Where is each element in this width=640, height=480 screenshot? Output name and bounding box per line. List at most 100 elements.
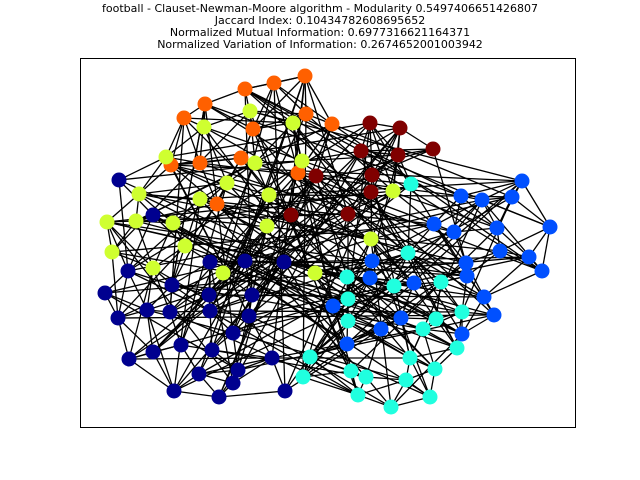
graph-edge bbox=[199, 198, 367, 378]
graph-node-blue bbox=[373, 321, 389, 337]
graph-node-blue bbox=[489, 220, 505, 236]
graph-node-cyan bbox=[386, 278, 402, 294]
graph-edge bbox=[183, 117, 201, 164]
graph-edge bbox=[273, 82, 286, 392]
graph-node-maroon bbox=[390, 147, 406, 163]
graph-node-lime bbox=[261, 187, 277, 203]
graph-node-lime bbox=[247, 155, 263, 171]
graph-node-lime bbox=[145, 260, 161, 276]
graph-node-cyan bbox=[400, 245, 416, 261]
graph-node-navy bbox=[225, 325, 241, 341]
graph-node-blue bbox=[476, 289, 492, 305]
graph-edge bbox=[392, 190, 435, 225]
graph-node-navy bbox=[237, 253, 253, 269]
graph-node-navy bbox=[225, 375, 241, 391]
graph-edge bbox=[170, 127, 401, 166]
graph-edge bbox=[138, 156, 167, 195]
graph-edge bbox=[128, 358, 175, 392]
graph-node-blue bbox=[446, 224, 462, 240]
graph-node-navy bbox=[111, 172, 127, 188]
graph-edge bbox=[360, 150, 498, 229]
graph-edge bbox=[232, 150, 362, 384]
graph-edge bbox=[273, 82, 333, 125]
title-line-nvi: Normalized Variation of Information: 0.2… bbox=[157, 38, 483, 51]
graph-node-navy bbox=[276, 254, 292, 270]
graph-node-navy bbox=[277, 383, 293, 399]
graph-node-orange bbox=[233, 150, 249, 166]
graph-edge bbox=[347, 231, 455, 322]
graph-edge bbox=[211, 349, 367, 378]
graph-node-navy bbox=[204, 342, 220, 358]
graph-edge bbox=[346, 180, 523, 345]
graph-edge bbox=[483, 256, 530, 298]
graph-edge bbox=[499, 250, 543, 272]
graph-edge bbox=[173, 198, 201, 392]
graph-node-blue bbox=[458, 255, 474, 271]
node-layer bbox=[97, 68, 558, 415]
graph-node-lime bbox=[196, 119, 212, 135]
graph-node-navy bbox=[139, 302, 155, 318]
graph-edge bbox=[146, 309, 407, 381]
graph-node-navy bbox=[120, 263, 136, 279]
title-line-algorithm: football - Clauset-Newman-Moore algorith… bbox=[102, 2, 538, 15]
graph-edge bbox=[199, 162, 349, 215]
graph-node-blue bbox=[534, 263, 550, 279]
graph-node-lime bbox=[104, 244, 120, 260]
graph-edge bbox=[237, 314, 495, 371]
graph-node-blue bbox=[521, 249, 537, 265]
graph-edge bbox=[117, 317, 154, 353]
graph-edge bbox=[173, 285, 395, 392]
title-line-jaccard: Jaccard Index: 0.10434782608695652 bbox=[214, 14, 426, 27]
graph-node-blue bbox=[486, 307, 502, 323]
graph-edge bbox=[127, 270, 173, 286]
graph-node-maroon bbox=[362, 115, 378, 131]
graph-node-blue bbox=[492, 243, 508, 259]
graph-node-navy bbox=[191, 366, 207, 382]
graph-edge bbox=[203, 110, 251, 128]
graph-node-cyan bbox=[398, 372, 414, 388]
graph-node-blue bbox=[542, 219, 558, 235]
graph-node-navy bbox=[166, 383, 182, 399]
graph-edge bbox=[483, 270, 543, 298]
graph-edge bbox=[111, 251, 119, 319]
graph-node-orange bbox=[192, 155, 208, 171]
graph-edge bbox=[252, 128, 371, 279]
graph-edge bbox=[370, 223, 435, 240]
graph-node-navy bbox=[264, 350, 280, 366]
graph-node-cyan bbox=[339, 269, 355, 285]
graph-node-navy bbox=[202, 254, 218, 270]
graph-edge bbox=[152, 122, 371, 353]
graph-node-lime bbox=[307, 265, 323, 281]
graph-node-blue bbox=[362, 270, 378, 286]
graph-node-orange bbox=[209, 196, 225, 212]
graph-edge bbox=[117, 270, 129, 319]
graph-edge bbox=[252, 128, 352, 372]
graph-node-lime bbox=[242, 103, 258, 119]
graph-edge bbox=[304, 75, 333, 125]
graph-node-cyan bbox=[454, 304, 470, 320]
graph-edge bbox=[218, 390, 286, 398]
graph-edge bbox=[409, 347, 458, 359]
graph-node-cyan bbox=[343, 363, 359, 379]
graph-edge bbox=[152, 154, 399, 353]
graph-node-orange bbox=[266, 75, 282, 91]
graph-node-cyan bbox=[383, 399, 399, 415]
graph-node-navy bbox=[121, 351, 137, 367]
graph-edge bbox=[232, 357, 273, 384]
graph-node-blue bbox=[406, 275, 422, 291]
graph-node-cyan bbox=[403, 176, 419, 192]
graph-edge bbox=[302, 376, 359, 396]
title-line-nmi: Normalized Mutual Information: 0.6977316… bbox=[169, 26, 471, 39]
graph-edge bbox=[209, 310, 359, 396]
graph-node-lime bbox=[177, 238, 193, 254]
graph-node-navy bbox=[211, 389, 227, 405]
graph-edge bbox=[169, 172, 299, 313]
graph-edge bbox=[244, 88, 294, 124]
graph-edge bbox=[268, 148, 434, 196]
graph-edge bbox=[511, 196, 551, 228]
graph-edge bbox=[283, 261, 352, 372]
graph-node-orange bbox=[245, 121, 261, 137]
graph-edge bbox=[290, 213, 349, 216]
graph-node-blue bbox=[426, 216, 442, 232]
